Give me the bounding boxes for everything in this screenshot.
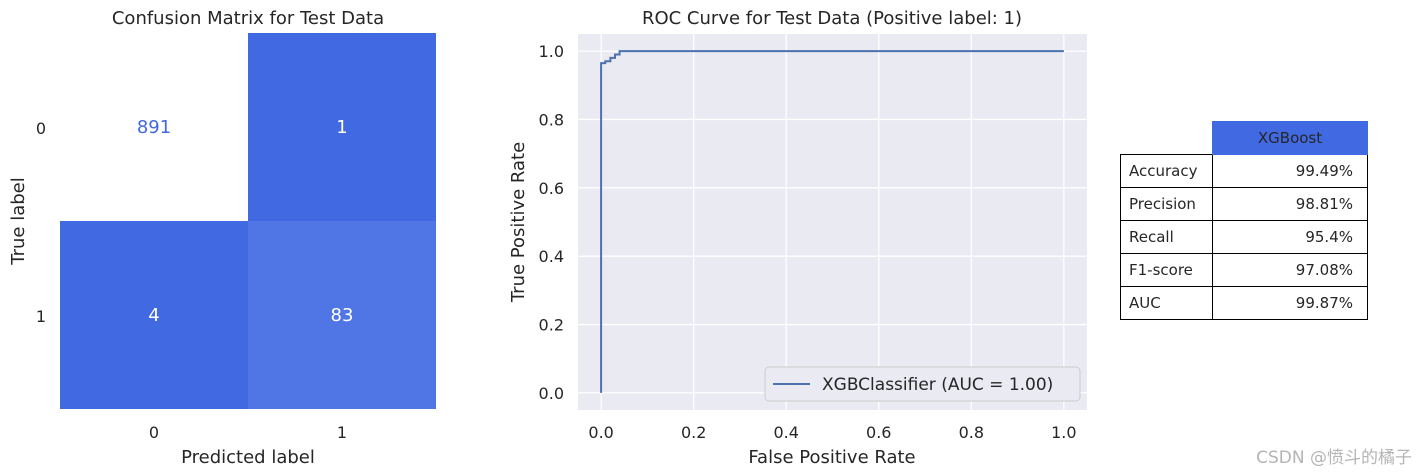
metrics-row: AUC 99.87% [1120, 286, 1368, 320]
roc-xtick: 0.2 [681, 423, 706, 442]
roc-xtick: 0.0 [588, 423, 613, 442]
roc-xtick: 0.6 [866, 423, 891, 442]
metrics-table: XGBoost Accuracy 99.49% Precision 98.81% Rec… [1120, 121, 1368, 320]
cm-cell [60, 33, 248, 221]
cm-xlabel: Predicted label [181, 447, 315, 468]
roc-plot-area [578, 34, 1087, 410]
watermark: CSDN @愤斗的橘子 [1256, 448, 1412, 468]
roc-legend: XGBClassifier (AUC = 1.00) [764, 366, 1081, 402]
legend-label: XGBClassifier (AUC = 1.00) [822, 375, 1053, 395]
metrics-header-row: XGBoost [1121, 121, 1368, 155]
cm-ylabel: True label [8, 177, 29, 266]
roc-series-line [600, 50, 1064, 393]
cm-ytick: 1 [36, 307, 46, 326]
table-corner [1121, 122, 1213, 155]
metric-label: F1-score [1120, 253, 1213, 287]
metric-label: AUC [1120, 286, 1213, 320]
cm-cell [248, 33, 436, 221]
cm-cell-label: 4 [148, 305, 159, 326]
cm-cell-label: 83 [331, 305, 354, 326]
cm-title: Confusion Matrix for Test Data [112, 8, 384, 29]
roc-ytick: 0.0 [539, 384, 564, 403]
cm-cell-label: 1 [336, 117, 347, 138]
metric-value: 98.81% [1212, 187, 1368, 221]
metric-value: 99.87% [1212, 286, 1368, 320]
roc-ytick: 0.6 [539, 179, 564, 198]
roc-xlabel: False Positive Rate [748, 447, 915, 468]
metrics-row: Recall 95.4% [1120, 220, 1368, 254]
metrics-row: Accuracy 99.49% [1120, 154, 1368, 188]
cm-ytick: 0 [36, 119, 46, 138]
roc-ytick: 0.2 [539, 316, 564, 335]
roc-xtick: 0.4 [774, 423, 799, 442]
cm-xtick: 1 [337, 423, 347, 442]
metric-value: 97.08% [1212, 253, 1368, 287]
cm-cell [60, 221, 248, 409]
cm-xtick: 0 [149, 423, 159, 442]
cm-cell-label: 891 [137, 117, 171, 138]
metric-label: Recall [1120, 220, 1213, 254]
roc-xtick: 1.0 [1051, 423, 1076, 442]
legend-box [764, 366, 1081, 402]
roc-ytick: 1.0 [539, 42, 564, 61]
roc-ytick: 0.8 [539, 110, 564, 129]
metric-label: Precision [1120, 187, 1213, 221]
roc-ytick: 0.4 [539, 247, 564, 266]
cm-cell [248, 221, 436, 409]
metrics-row: F1-score 97.08% [1120, 253, 1368, 287]
roc-chart: ROC Curve for Test Data (Positive label:… [508, 8, 1087, 468]
confusion-matrix: Confusion Matrix for Test Data 891 1 4 83 0 1… [8, 8, 436, 468]
metric-label: Accuracy [1120, 154, 1213, 188]
metric-value: 99.49% [1212, 154, 1368, 188]
metrics-row: Precision 98.81% [1120, 187, 1368, 221]
column-header-xgboost: XGBoost [1212, 121, 1368, 155]
metric-value: 95.4% [1212, 220, 1368, 254]
roc-ylabel: True Positive Rate [508, 142, 529, 303]
roc-title: ROC Curve for Test Data (Positive label:… [642, 8, 1022, 29]
roc-xtick: 0.8 [959, 423, 984, 442]
